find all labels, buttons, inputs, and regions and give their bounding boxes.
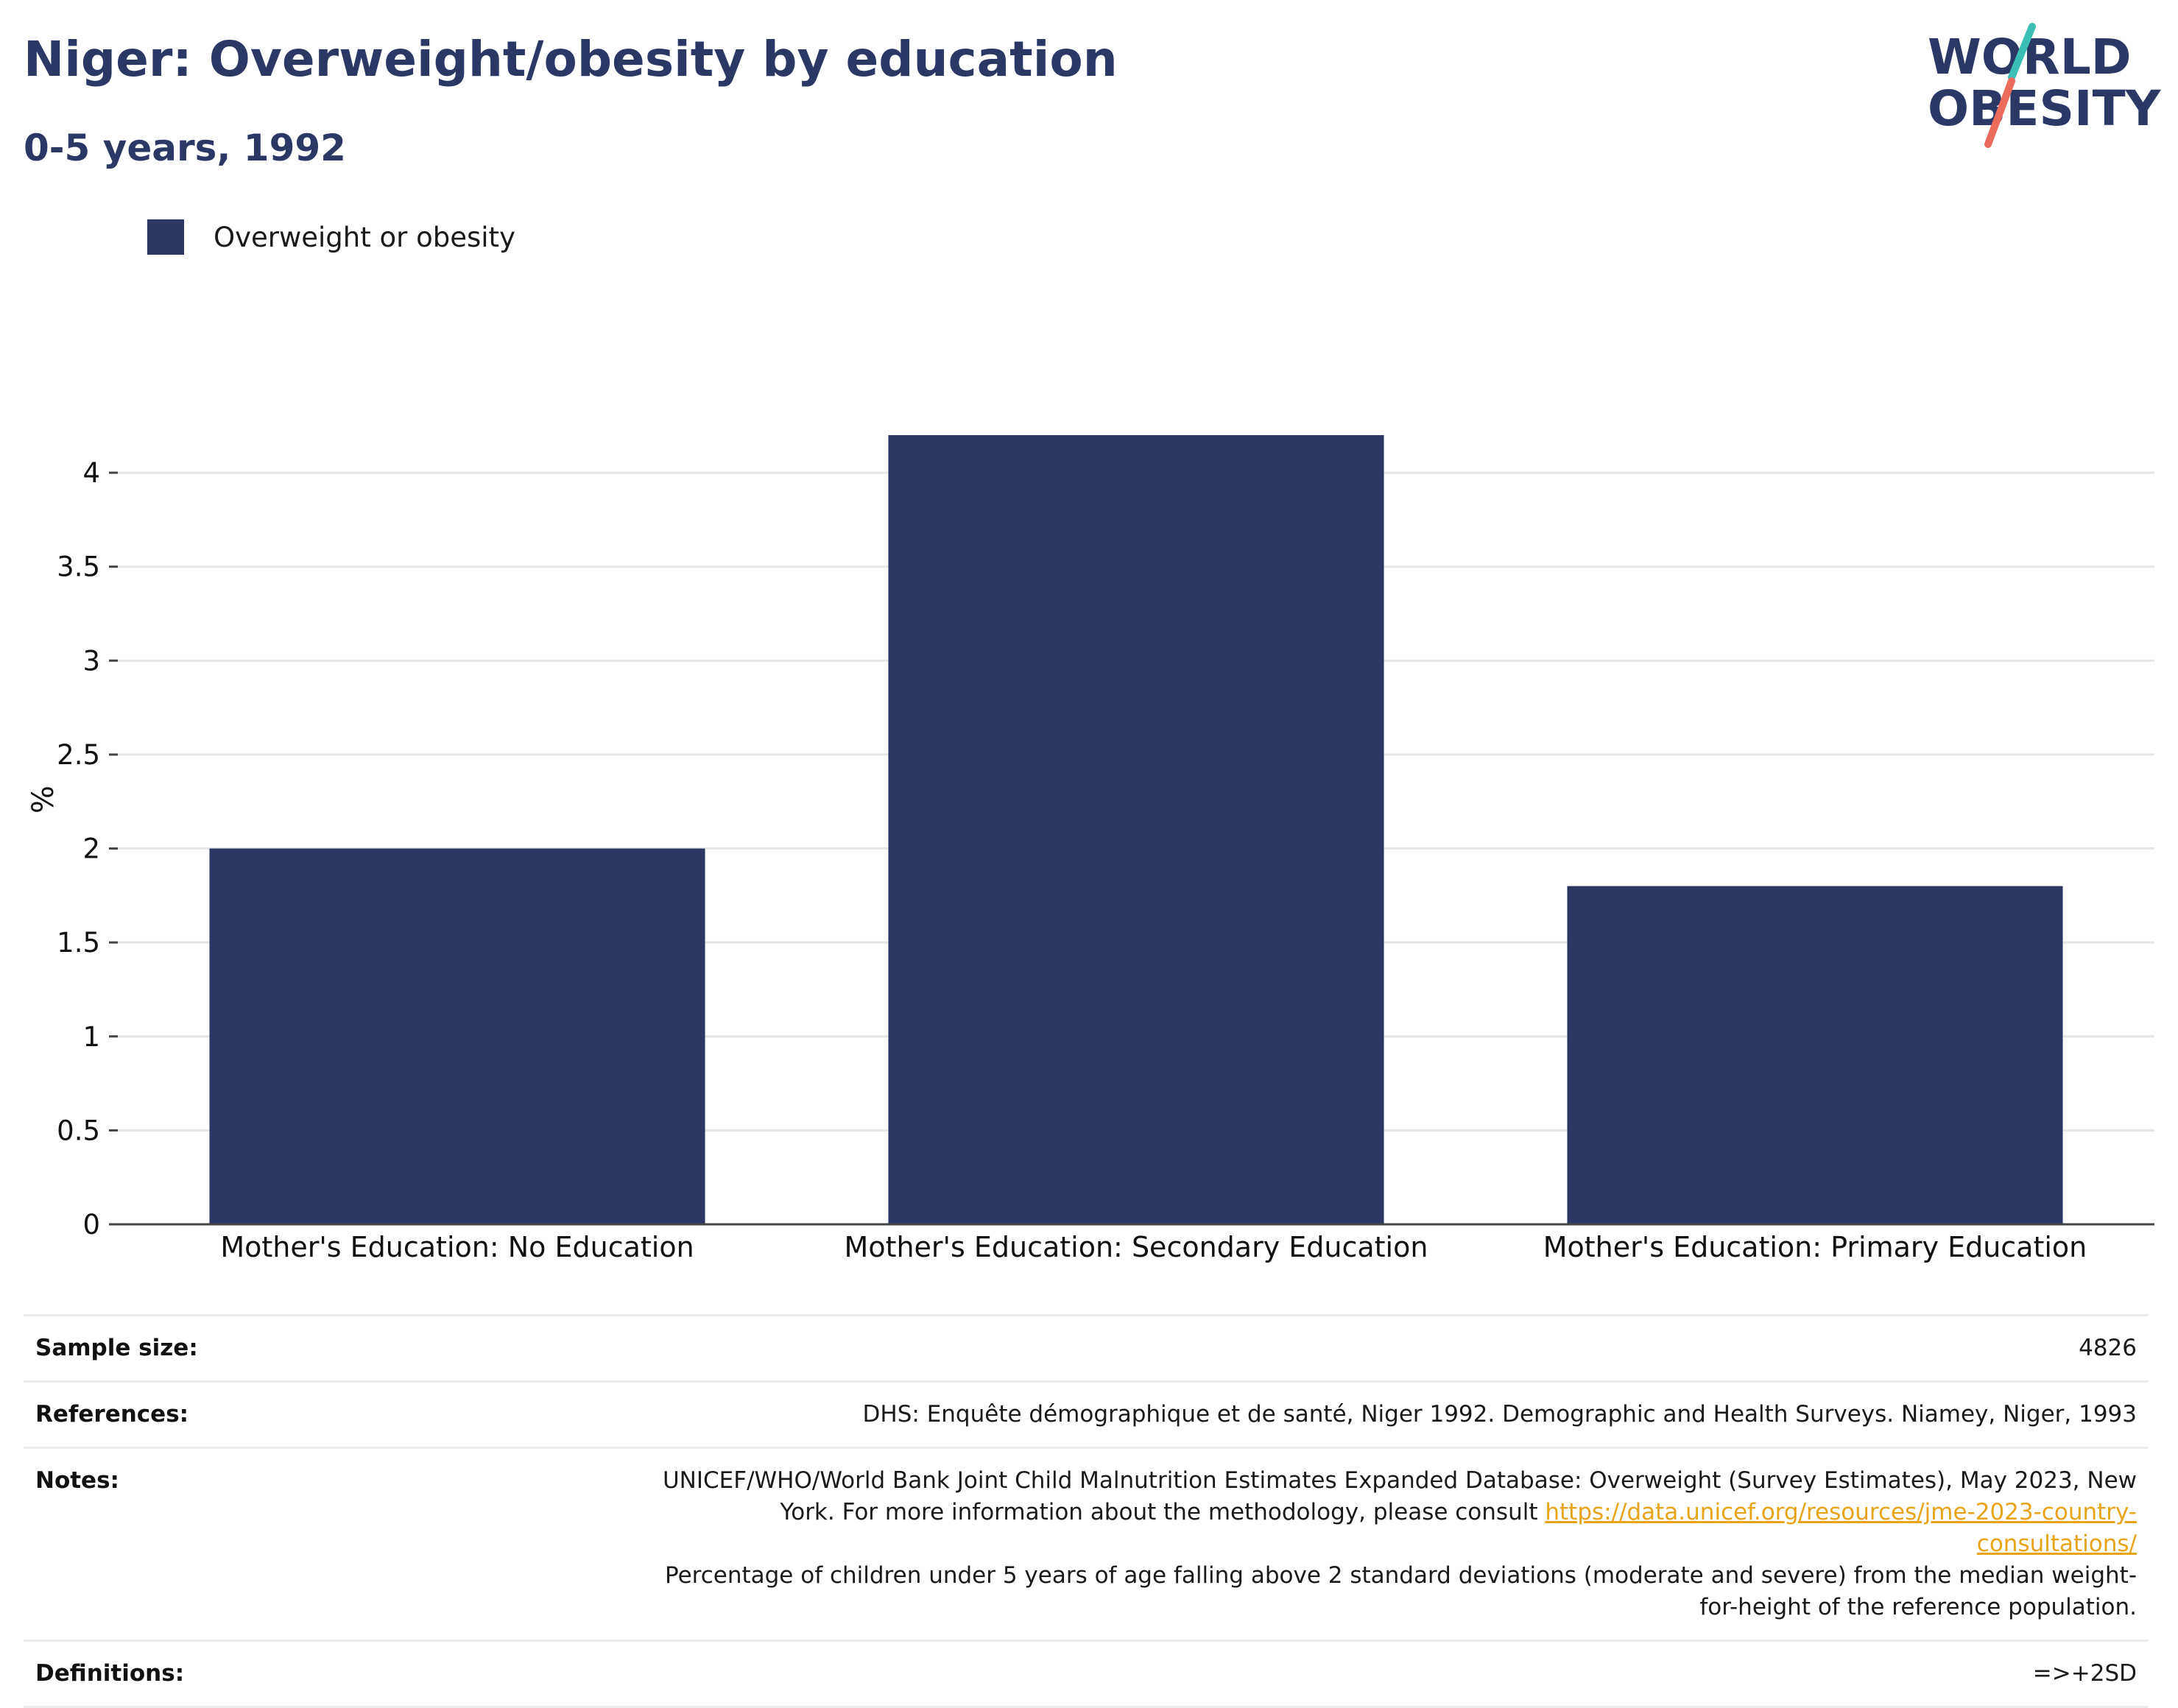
y-axis-label: % bbox=[27, 786, 60, 814]
references-value: DHS: Enquête démographique et de santé, … bbox=[862, 1401, 2137, 1428]
info-row-notes: Notes: UNICEF/WHO/World Bank Joint Child… bbox=[24, 1447, 2149, 1640]
chart-subtitle: 0-5 years, 1992 bbox=[24, 127, 346, 169]
y-tick-label: 1.5 bbox=[57, 927, 100, 959]
notes-value: UNICEF/WHO/World Bank Joint Child Malnut… bbox=[627, 1465, 2137, 1623]
x-tick-label: Mother's Education: Primary Education bbox=[1543, 1231, 2087, 1263]
info-row-definitions: Definitions: =>+2SD bbox=[24, 1640, 2149, 1708]
x-tick-label: Mother's Education: Secondary Education bbox=[845, 1231, 1428, 1263]
notes-link[interactable]: https://data.unicef.org/resources/jme-20… bbox=[1545, 1499, 2137, 1557]
y-tick-label: 3 bbox=[82, 645, 100, 677]
bar[interactable] bbox=[1567, 886, 2063, 1224]
logo-accent-coral bbox=[1984, 77, 2015, 148]
sample-size-label: Sample size: bbox=[35, 1335, 198, 1361]
legend[interactable]: Overweight or obesity bbox=[147, 219, 515, 255]
x-tick-label: Mother's Education: No Education bbox=[220, 1231, 694, 1263]
legend-swatch bbox=[147, 219, 184, 255]
y-tick-label: 1 bbox=[82, 1021, 100, 1053]
y-tick-label: 4 bbox=[82, 457, 100, 489]
bar[interactable] bbox=[209, 848, 705, 1224]
y-tick-label: 0 bbox=[82, 1209, 100, 1241]
y-tick-label: 2.5 bbox=[57, 739, 100, 771]
bars bbox=[209, 435, 2063, 1225]
x-tick-labels: Mother's Education: No Education Mother's… bbox=[220, 1231, 2087, 1263]
chart-title: Niger: Overweight/obesity by education bbox=[24, 31, 1118, 88]
y-tick-label: 0.5 bbox=[57, 1115, 100, 1146]
info-row-sample-size: Sample size: 4826 bbox=[24, 1314, 2149, 1380]
logo-line-obesity: OBESITY bbox=[1928, 80, 2162, 137]
y-tick-label: 3.5 bbox=[57, 551, 100, 583]
references-label: References: bbox=[35, 1401, 189, 1428]
definitions-label: Definitions: bbox=[35, 1660, 185, 1687]
bar-chart: 0 0.5 1 1.5 2 2.5 3 3.5 4 Mother's Education: No… bbox=[27, 435, 2154, 1263]
notes-label: Notes: bbox=[35, 1467, 119, 1494]
world-obesity-logo[interactable]: WORLD OBESITY bbox=[1914, 22, 2165, 155]
info-table: Sample size: 4826 References: DHS: Enquê… bbox=[24, 1314, 2149, 1708]
definitions-value: =>+2SD bbox=[2032, 1660, 2137, 1687]
logo-accent-teal bbox=[2008, 23, 2036, 81]
bar[interactable] bbox=[888, 435, 1384, 1225]
y-tick-label: 2 bbox=[82, 833, 100, 865]
notes-text: UNICEF/WHO/World Bank Joint Child Malnut… bbox=[662, 1467, 2137, 1525]
legend-label: Overweight or obesity bbox=[214, 221, 515, 253]
info-row-references: References: DHS: Enquête démographique e… bbox=[24, 1380, 2149, 1447]
notes-definition-text: Percentage of children under 5 years of … bbox=[664, 1562, 2137, 1620]
y-tick-labels: 0 0.5 1 1.5 2 2.5 3 3.5 4 bbox=[57, 457, 118, 1241]
sample-size-value: 4826 bbox=[2079, 1335, 2137, 1361]
